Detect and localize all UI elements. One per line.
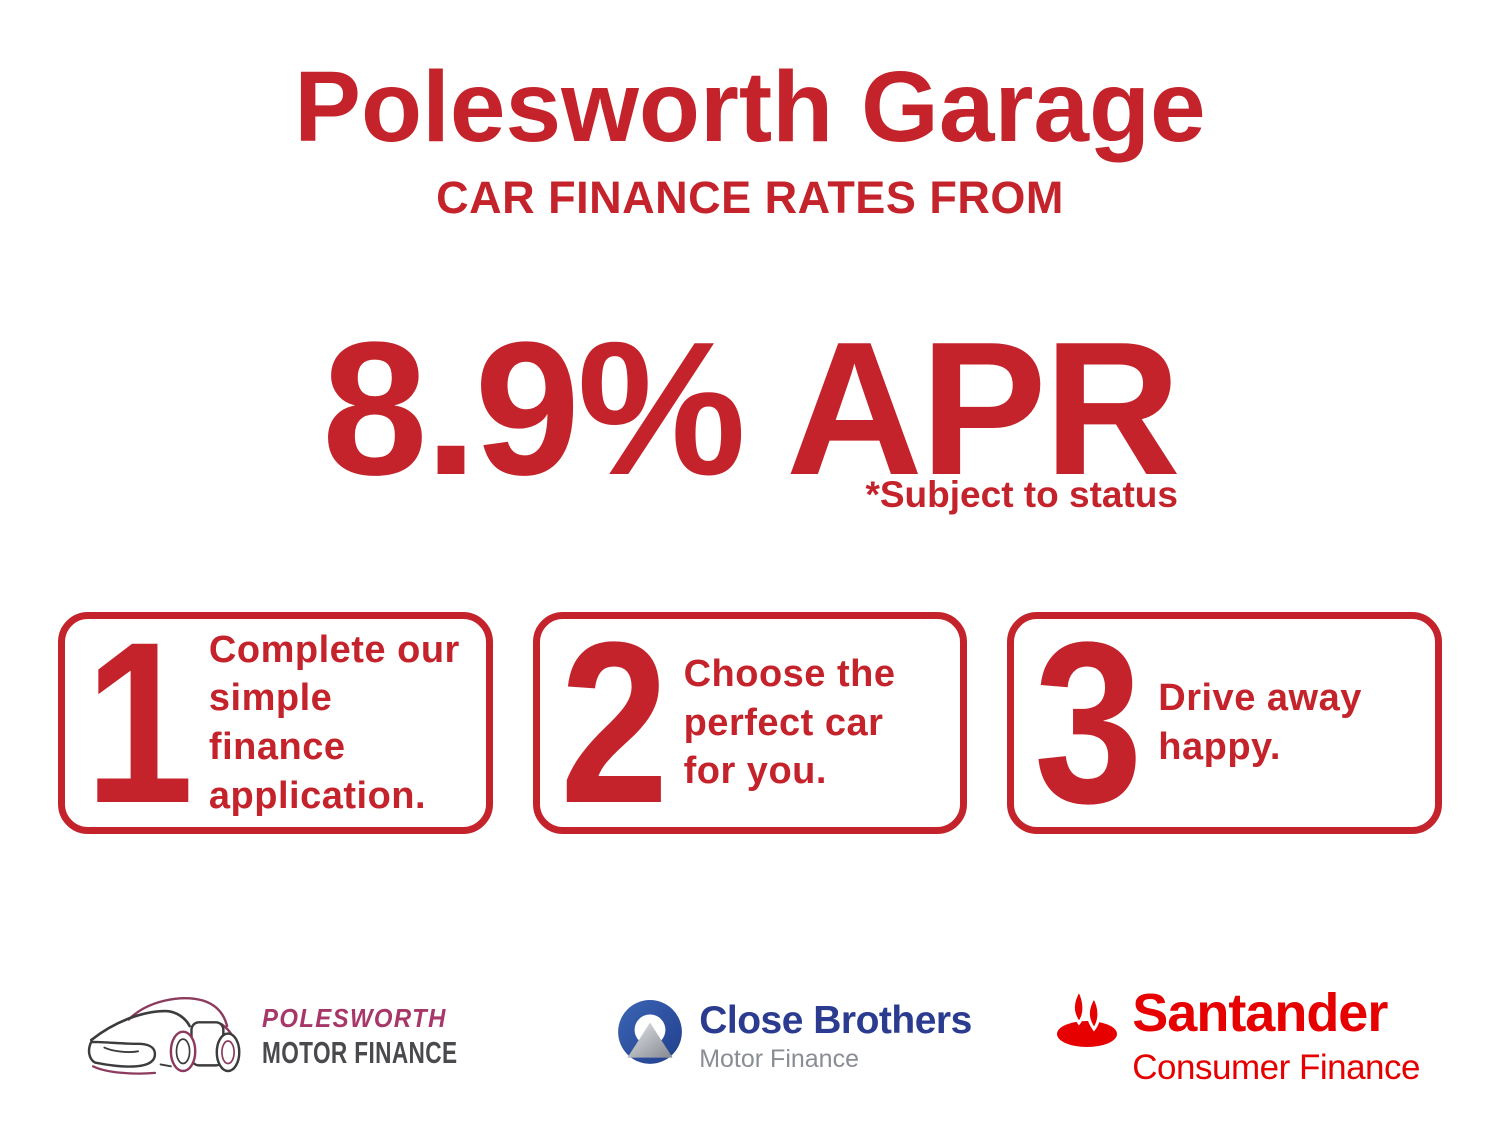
step-text: Choose the perfect car for you. — [683, 653, 896, 793]
step-text: Drive away happy. — [1158, 677, 1362, 768]
apr-hero: 8.9% APR *Subject to status — [0, 314, 1500, 516]
step-card-2: 2 Choose the perfect car for you. — [532, 594, 968, 851]
flame-icon — [1056, 986, 1120, 1053]
santander-logo: Santander Consumer Finance — [1056, 986, 1420, 1088]
step-number: 2 — [559, 594, 669, 851]
step-number: 3 — [1034, 594, 1144, 851]
step-card-3: 3 Drive away happy. — [1007, 594, 1443, 851]
step-card-1: 1 Complete our simple finance applicatio… — [58, 594, 493, 851]
page-title: Polesworth Garage — [294, 51, 1206, 163]
apr-disclaimer: *Subject to status — [865, 474, 1178, 515]
close-brothers-logo-name: Close Brothers — [699, 999, 972, 1042]
step-number: 1 — [85, 594, 194, 851]
step-text: Complete our simple finance application. — [208, 628, 460, 817]
close-brothers-logo-subtitle: Motor Finance — [699, 1045, 859, 1073]
polesworth-logo-subtitle: MOTOR FINANCE — [262, 1034, 458, 1070]
apr-rate: 8.9% APR — [322, 303, 1181, 515]
santander-logo-subtitle: Consumer Finance — [1132, 1047, 1420, 1087]
close-brothers-logo: Close Brothers Motor Finance — [614, 998, 972, 1075]
steps-row: 1 Complete our simple finance applicatio… — [58, 594, 1443, 851]
santander-logo-name: Santander — [1132, 982, 1388, 1043]
polesworth-logo-name: POLESWORTH — [262, 1002, 447, 1033]
polesworth-motor-finance-logo: POLESWORTH MOTOR FINANCE — [80, 978, 530, 1095]
lender-logos-row: POLESWORTH MOTOR FINANCE — [80, 978, 1420, 1095]
car-sketch-icon — [80, 978, 258, 1095]
page-subtitle: CAR FINANCE RATES FROM — [436, 172, 1064, 223]
ring-mountain-icon — [614, 998, 686, 1075]
